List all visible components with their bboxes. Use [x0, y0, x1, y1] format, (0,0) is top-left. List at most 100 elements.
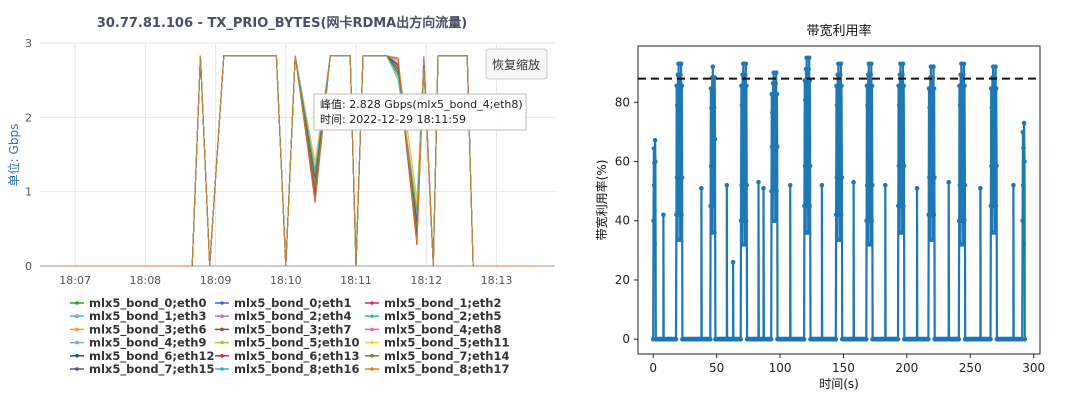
utilization-point [679, 83, 685, 89]
legend-marker [370, 301, 374, 305]
left-y-tick-label: 3 [25, 37, 32, 50]
utilization-point [838, 150, 843, 155]
utilization-point [926, 336, 931, 342]
legend-marker [370, 314, 374, 319]
utilization-point [743, 61, 749, 67]
utilization-point [651, 146, 657, 151]
right-x-ticks: 0 50 100 150 200 250 300 [649, 354, 1045, 375]
reset-zoom-button-label[interactable]: 恢复缩放 [492, 57, 540, 72]
utilization-point [992, 230, 997, 235]
left-y-axis-label: 单位: Gbps [6, 124, 21, 187]
utilization-point [961, 61, 967, 67]
legend-label: mlx5_bond_5;eth11 [384, 336, 509, 351]
legend-marker [220, 301, 224, 305]
utilization-point [679, 212, 684, 218]
utilization-point [899, 102, 905, 108]
utilization-point [993, 64, 998, 69]
legend-marker [370, 327, 374, 332]
utilization-point [774, 188, 779, 194]
utilization-point [960, 242, 966, 247]
legend-label: mlx5_bond_6;eth12 [89, 349, 214, 364]
utilization-point [742, 72, 748, 78]
utilization-point [833, 336, 839, 342]
legend-label: mlx5_bond_1;eth2 [384, 296, 501, 311]
right-x-tick-label: 200 [895, 361, 918, 375]
utilization-point [978, 185, 983, 191]
right-y-tick-label: 80 [615, 95, 630, 109]
legend-item: mlx5_bond_3;eth6 [70, 322, 206, 337]
utilization-point [652, 242, 658, 247]
right-x-tick-label: 0 [649, 361, 657, 375]
right-chart-panel: 带宽利用率 时间(s) 带宽利用率(%) 0 20 40 60 80 0 50 100 150… [580, 0, 1080, 413]
utilization-point [742, 242, 748, 247]
legend-item: mlx5_bond_6;eth12 [70, 349, 214, 364]
legend-marker [75, 340, 79, 345]
legend-marker [75, 327, 79, 332]
legend-item: mlx5_bond_5;eth10 [215, 336, 359, 351]
utilization-point [1021, 242, 1027, 247]
utilization-point [761, 185, 766, 191]
utilization-point [678, 61, 684, 67]
utilization-point [838, 72, 843, 78]
utilization-point [774, 144, 780, 149]
legend-item: mlx5_bond_0;eth1 [215, 296, 351, 311]
utilization-point [869, 83, 875, 89]
legend-label: mlx5_bond_1;eth3 [89, 309, 206, 324]
legend-label: mlx5_bond_2;eth4 [234, 309, 351, 324]
utilization-point [929, 105, 935, 110]
utilization-point [1020, 218, 1025, 223]
utilization-point [712, 137, 718, 142]
utilization-point [1021, 145, 1026, 151]
legend-marker [220, 314, 224, 319]
reset-zoom-button[interactable]: 恢复缩放 [485, 48, 548, 80]
legend-item: mlx5_bond_1;eth2 [365, 296, 501, 311]
legend-marker [370, 354, 374, 358]
right-x-tick-label: 300 [1022, 361, 1045, 375]
utilization-point [1022, 336, 1028, 342]
utilization-point [712, 75, 717, 80]
legend-item: mlx5_bond_7;eth14 [365, 349, 509, 364]
legend-label: mlx5_bond_7;eth14 [384, 349, 509, 364]
utilization-point [699, 185, 704, 191]
legend-marker [75, 314, 79, 319]
right-x-tick-label: 250 [959, 361, 982, 375]
left-y-tick-label: 0 [25, 260, 32, 273]
utilization-point [930, 237, 935, 242]
left-chart-svg: 30.77.81.106 - TX_PRIO_BYTES(网卡RDMA出方向流量… [6, 15, 555, 377]
right-chart-title: 带宽利用率 [806, 23, 871, 39]
legend-label: mlx5_bond_8;eth17 [384, 362, 509, 377]
utilization-point [839, 175, 845, 180]
legend-item: mlx5_bond_2;eth5 [365, 309, 501, 324]
utilization-point [870, 182, 875, 188]
utilization-point [962, 83, 967, 89]
right-y-tick-label: 20 [615, 273, 630, 287]
left-y-ticks: 0 1 2 3 [25, 37, 32, 273]
utilization-point [914, 185, 920, 191]
utilization-point [768, 336, 774, 342]
utilization-point [901, 203, 906, 209]
right-chart-svg: 带宽利用率 时间(s) 带宽利用率(%) 0 20 40 60 80 0 50 100 150… [594, 23, 1045, 391]
utilization-point [895, 336, 901, 342]
utilization-point [899, 230, 905, 235]
utilization-point [868, 242, 873, 247]
utilization-point [805, 230, 811, 235]
utilization-point [883, 182, 888, 188]
utilization-point [743, 218, 749, 223]
legend-label: mlx5_bond_4;eth9 [89, 336, 206, 351]
utilization-point [661, 212, 666, 218]
utilization-point [806, 66, 811, 72]
legend-item: mlx5_bond_6;eth13 [215, 349, 359, 364]
legend-marker [75, 367, 79, 371]
right-x-tick-label: 100 [769, 361, 792, 375]
legend-label: mlx5_bond_8;eth16 [234, 362, 359, 377]
reset-zoom-button-bg[interactable] [485, 48, 548, 80]
right-y-axis-label: 带宽利用率(%) [594, 160, 609, 241]
tooltip-line-2: 时间: 2022-12-29 18:11:59 [320, 113, 466, 126]
utilization-point [838, 212, 844, 218]
legend-item: mlx5_bond_4;eth9 [70, 336, 206, 351]
utilization-point [756, 179, 761, 185]
utilization-point [993, 137, 998, 142]
right-x-tick-label: 150 [832, 361, 855, 375]
left-y-tick-label: 2 [25, 111, 32, 124]
utilization-point [1020, 129, 1026, 135]
